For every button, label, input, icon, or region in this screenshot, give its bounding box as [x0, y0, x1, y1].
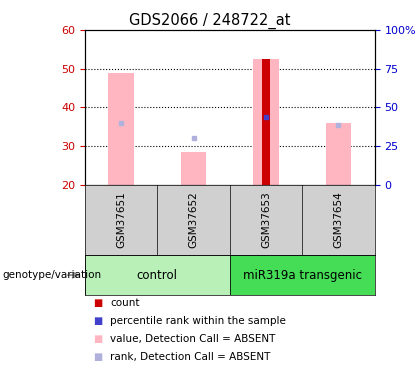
Text: GSM37652: GSM37652: [189, 192, 199, 248]
Text: control: control: [137, 268, 178, 282]
Text: percentile rank within the sample: percentile rank within the sample: [110, 316, 286, 326]
Bar: [108, 73, 134, 185]
Text: count: count: [110, 298, 139, 307]
Text: rank, Detection Call = ABSENT: rank, Detection Call = ABSENT: [110, 352, 270, 362]
Text: ■: ■: [93, 298, 102, 307]
Text: GDS2066 / 248722_at: GDS2066 / 248722_at: [129, 13, 291, 29]
Text: GSM37651: GSM37651: [116, 192, 126, 248]
Bar: [230, 255, 375, 295]
Text: ■: ■: [93, 316, 102, 326]
Text: value, Detection Call = ABSENT: value, Detection Call = ABSENT: [110, 334, 276, 344]
Text: GSM37654: GSM37654: [333, 192, 344, 248]
Bar: [326, 123, 351, 185]
Bar: [181, 152, 206, 185]
Text: ■: ■: [93, 352, 102, 362]
Bar: [85, 255, 230, 295]
Text: miR319a transgenic: miR319a transgenic: [243, 268, 362, 282]
Bar: [262, 59, 270, 185]
Bar: [253, 59, 278, 185]
Text: genotype/variation: genotype/variation: [2, 270, 101, 280]
Text: ■: ■: [93, 334, 102, 344]
Text: GSM37653: GSM37653: [261, 192, 271, 248]
